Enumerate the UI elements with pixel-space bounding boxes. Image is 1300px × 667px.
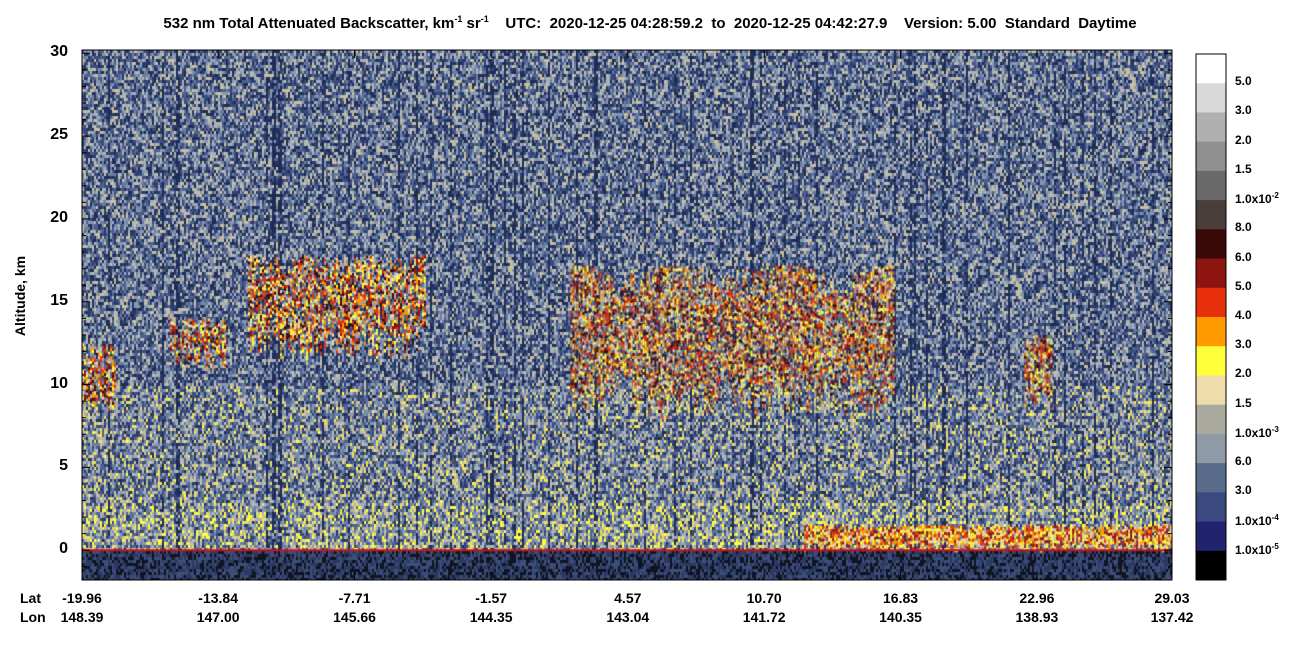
colorbar-label: 1.0x10-2 xyxy=(1235,191,1279,207)
lon-tick-label: 138.93 xyxy=(1015,609,1059,625)
colorbar-label: 5.0 xyxy=(1235,74,1252,89)
y-tick-label: 15 xyxy=(50,291,68,309)
colorbar-label: 4.0 xyxy=(1235,308,1252,322)
backscatter-image xyxy=(82,50,1172,580)
colorbar-segment xyxy=(1196,346,1226,376)
colorbar-label: 3.0 xyxy=(1235,337,1252,352)
chart-title: 532 nm Total Attenuated Backscatter, km-… xyxy=(163,14,1137,32)
colorbar-segment xyxy=(1196,463,1226,493)
colorbar-segment xyxy=(1196,170,1226,201)
y-tick-label: 20 xyxy=(50,208,68,226)
colorbar-segment xyxy=(1196,54,1226,84)
lon-row-label: Lon xyxy=(20,609,46,625)
colorbar-segment xyxy=(1196,317,1226,347)
colorbar-segment xyxy=(1196,433,1226,464)
colorbar-label: 3.0 xyxy=(1235,103,1252,118)
lat-tick-label: 22.96 xyxy=(1019,590,1055,606)
lon-tick-label: 141.72 xyxy=(742,609,786,625)
y-tick-label: 10 xyxy=(50,374,68,392)
colorbar-border xyxy=(1195,53,1227,581)
colorbar-segment xyxy=(1196,287,1226,318)
colorbar-segment xyxy=(1196,141,1226,172)
colorbar-label: 1.5 xyxy=(1235,161,1252,176)
lon-tick-label: 147.00 xyxy=(196,609,240,625)
colorbar-segment xyxy=(1196,375,1226,406)
colorbar-label: 5.0 xyxy=(1235,278,1252,293)
y-tick-label: 5 xyxy=(59,457,68,475)
lon-tick-label: 144.35 xyxy=(469,609,513,625)
lat-tick-label: 16.83 xyxy=(883,590,919,606)
lon-tick-label: 143.04 xyxy=(606,609,650,625)
colorbar-segment xyxy=(1196,200,1226,230)
colorbar-segment xyxy=(1196,112,1226,143)
colorbar-segment xyxy=(1196,492,1226,523)
colorbar-segment xyxy=(1196,83,1226,113)
colorbar-segment xyxy=(1196,521,1226,552)
lat-tick-label: -13.84 xyxy=(198,590,238,606)
colorbar-label: 6.0 xyxy=(1235,454,1252,469)
colorbar-label: 1.0x10-5 xyxy=(1235,541,1279,557)
colorbar-label: 3.0 xyxy=(1235,483,1252,498)
colorbar-label: 1.5 xyxy=(1235,395,1252,410)
colorbar-segment xyxy=(1196,258,1226,289)
lat-row-label: Lat xyxy=(20,590,41,606)
lat-tick-label: -19.96 xyxy=(62,590,102,606)
colorbar-label: 1.0x10-4 xyxy=(1235,512,1279,528)
colorbar-label: 2.0 xyxy=(1235,132,1252,147)
lat-tick-label: 10.70 xyxy=(746,590,782,606)
lat-tick-label: -1.57 xyxy=(475,590,508,606)
lon-tick-label: 148.39 xyxy=(60,609,104,625)
colorbar-label: 8.0 xyxy=(1235,220,1252,235)
y-tick-label: 0 xyxy=(59,540,68,558)
y-tick-label: 25 xyxy=(50,126,68,144)
lat-tick-label: -7.71 xyxy=(338,590,371,606)
lon-tick-label: 145.66 xyxy=(333,609,376,625)
axis-group xyxy=(81,49,1173,581)
colorbar-label: 2.0 xyxy=(1235,366,1252,381)
y-tick-label: 30 xyxy=(50,43,68,61)
colorbar-segment xyxy=(1196,550,1226,581)
colorbar-label: 6.0 xyxy=(1235,249,1252,264)
lon-tick-label: 137.42 xyxy=(1150,609,1194,625)
lat-tick-label: 29.03 xyxy=(1154,590,1190,606)
colorbar-label: 1.0x10-3 xyxy=(1235,424,1279,440)
lon-tick-label: 140.35 xyxy=(879,609,922,625)
colorbar-segment xyxy=(1196,404,1226,435)
lat-tick-label: 4.57 xyxy=(614,590,642,606)
plot-border xyxy=(81,49,1173,581)
colorbar-segment xyxy=(1196,229,1226,260)
